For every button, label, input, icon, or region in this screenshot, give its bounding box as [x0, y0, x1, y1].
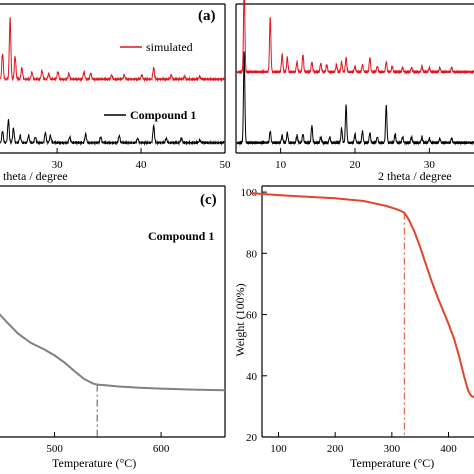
- panel-b-ticks: 10 20 30: [275, 148, 435, 171]
- panel-a: (a) simulated Compound 1 30 40 50 2 theta …: [0, 3, 231, 183]
- panel-d-y-tick-label-20: 20: [246, 432, 258, 444]
- panel-a-x-tick-label-50: 50: [220, 159, 232, 171]
- panel-b: 10 20 30 2 theta / degree: [235, 0, 474, 183]
- panel-d: 100 200 300 400 20 40 60 80 100 Weight (100%) Te…: [233, 185, 474, 470]
- panel-d-x-tick-label-400: 400: [440, 443, 457, 455]
- panel-a-legend-compound: Compound 1: [130, 108, 196, 122]
- panel-b-x-tick-label-20: 20: [350, 159, 362, 171]
- panel-d-x-tick-label-200: 200: [327, 443, 344, 455]
- panel-a-x-tick-label-40: 40: [136, 159, 148, 171]
- panel-d-y-tick-label-60: 60: [246, 310, 258, 322]
- panel-c: (c) Compound 1 500 600 Temperature (°C): [0, 185, 226, 470]
- panel-c-x-label-text: Temperature (°C): [52, 456, 136, 470]
- panel-b-x-tick-label-30: 30: [424, 159, 436, 171]
- panel-c-letter: (c): [200, 192, 217, 208]
- panel-a-series-compound: [0, 119, 225, 146]
- panel-d-y-tick-label-40: 40: [246, 371, 258, 383]
- panel-d-x-tick-label-300: 300: [384, 443, 401, 455]
- panel-b-series-compound: [236, 51, 474, 146]
- panel-c-annotations: [96, 384, 98, 437]
- panel-d-x-tick-label-100: 100: [270, 443, 287, 455]
- panel-d-y-label: Weight (100%): [233, 283, 247, 356]
- panel-a-letter: (a): [198, 8, 216, 24]
- panel-a-series-simulated: [0, 17, 225, 83]
- panel-d-series-tga: [250, 192, 474, 399]
- panel-d-ticks: 100 200 300 400 20 40 60 80 100: [241, 187, 458, 455]
- panel-d-x-label: Temperature (°C): [350, 456, 434, 470]
- panel-a-x-label: 2 theta / degree: [0, 169, 68, 183]
- panel-d-y-tick-label-100: 100: [241, 187, 258, 199]
- panel-a-x-tick-label-30: 30: [52, 159, 64, 171]
- panel-a-legend-simulated: simulated: [146, 40, 193, 54]
- panel-a-ticks: 30 40 50: [52, 148, 231, 171]
- panel-c-legend: Compound 1: [148, 229, 214, 243]
- panel-d-y-tick-label-80: 80: [246, 248, 258, 260]
- panel-c-series-tga: [0, 313, 226, 392]
- panel-c-x-label: Temperature (°C): [52, 456, 136, 470]
- panel-b-x-label: 2 theta / degree: [378, 169, 452, 183]
- panel-c-x-tick-label-500: 500: [46, 443, 63, 455]
- panel-c-ticks: 500 600: [46, 432, 170, 455]
- panel-b-series-simulated: [236, 0, 474, 75]
- panel-b-x-tick-label-10: 10: [275, 159, 287, 171]
- panel-c-x-tick-label-600: 600: [153, 443, 170, 455]
